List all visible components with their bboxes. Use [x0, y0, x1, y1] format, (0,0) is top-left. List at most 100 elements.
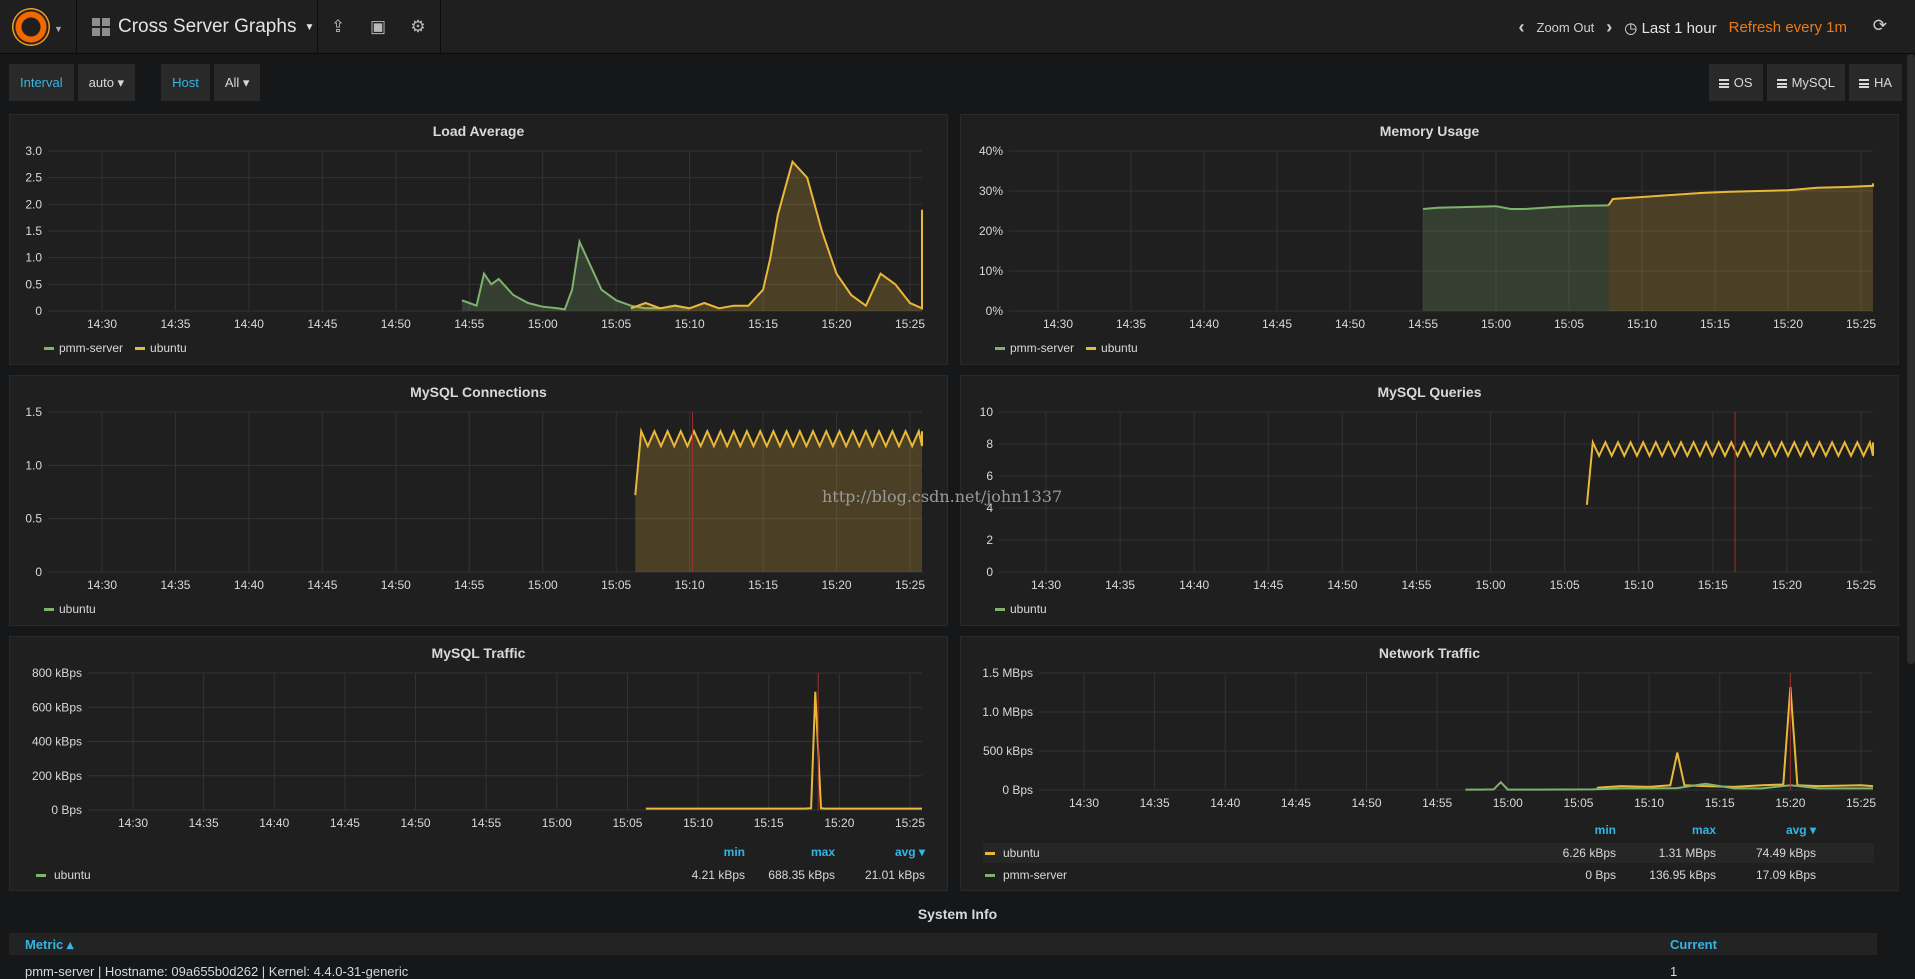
settings-gear-icon[interactable]: ⚙: [410, 17, 426, 36]
legend-row[interactable]: ubuntu 4.21 kBps 688.35 kBps 21.01 kBps: [10, 865, 949, 885]
x-tick-label: 15:10: [683, 816, 713, 830]
value-avg: 74.49 kBps: [1755, 846, 1816, 860]
x-tick-label: 14:30: [1031, 578, 1061, 592]
divider: [317, 0, 318, 54]
legend-item-pmm-server[interactable]: pmm-server: [44, 341, 123, 355]
variable-label-host: Host: [161, 64, 210, 101]
refresh-icon[interactable]: ⟳: [1872, 16, 1887, 35]
grafana-logo-icon[interactable]: [12, 8, 50, 46]
system-info-table-header: Metric ▴ Current: [9, 933, 1877, 955]
x-tick-label: 14:50: [381, 317, 411, 331]
x-tick-label: 15:10: [1624, 578, 1654, 592]
panel-title: Network Traffic: [1378, 645, 1481, 661]
x-tick-label: 15:15: [754, 816, 784, 830]
series-line-pmm-server: [461, 238, 690, 311]
col-min[interactable]: min: [723, 845, 745, 859]
top-navbar: ▼ Cross Server Graphs ▼ ⇪ ▣ ⚙ ‹ Zoom Out…: [0, 0, 1915, 54]
x-tick-label: 14:45: [1253, 578, 1283, 592]
series-area-pmm-server: [461, 241, 690, 311]
x-tick-label: 14:55: [1422, 796, 1452, 810]
clock-icon: ◷: [1624, 19, 1638, 37]
x-tick-label: 15:15: [748, 578, 778, 592]
col-avg[interactable]: avg ▾: [894, 845, 925, 859]
mysql-connections-chart: 0 0.5 1.0 1.5 14:30 14:35 14:40 14:45 14:50 14:55…: [25, 405, 925, 592]
col-max[interactable]: max: [1691, 823, 1716, 837]
legend-item-ubuntu[interactable]: ubuntu: [995, 602, 1047, 616]
column-metric[interactable]: Metric ▴: [25, 937, 74, 952]
chevron-down-icon[interactable]: ▼: [54, 24, 63, 34]
row-metric: pmm-server | Hostname: 09a655b0d262 | Ke…: [25, 964, 409, 979]
col-min[interactable]: min: [1594, 823, 1616, 837]
x-tick-label: 15:10: [675, 317, 705, 331]
time-range-label: Last 1 hour: [1641, 19, 1717, 37]
x-tick-label: 15:20: [1775, 796, 1805, 810]
x-tick-label: 15:15: [748, 317, 778, 331]
legend-item-pmm-server[interactable]: pmm-server: [995, 341, 1074, 355]
x-tick-label: 14:45: [1281, 796, 1311, 810]
legend-item-ubuntu[interactable]: ubuntu: [1086, 341, 1138, 355]
panel-title: MySQL Traffic: [431, 645, 526, 661]
x-tick-label: 14:55: [1401, 578, 1431, 592]
dash-link-mysql[interactable]: MySQL: [1766, 64, 1845, 101]
x-tick-label: 14:50: [1335, 317, 1365, 331]
x-tick-label: 14:30: [87, 578, 117, 592]
y-tick-label: 0: [35, 565, 42, 579]
panel-mysql-traffic[interactable]: MySQL Traffic 0 Bps 200 kBps 400 kBps 600 k…: [9, 636, 948, 891]
x-tick-label: 14:50: [401, 816, 431, 830]
network-traffic-chart: 0 Bps 500 kBps 1.0 MBps 1.5 MBps 14:30 14:35 1…: [982, 666, 1876, 810]
column-current[interactable]: Current: [1670, 937, 1717, 952]
time-range-button[interactable]: ◷ Last 1 hour: [1624, 19, 1716, 37]
variable-select-interval[interactable]: auto ▾: [77, 64, 136, 101]
save-icon[interactable]: ▣: [369, 17, 387, 36]
value-min: 6.26 kBps: [1562, 846, 1616, 860]
y-tick-label: 8: [986, 437, 993, 451]
panel-mysql-connections[interactable]: MySQL Connections 0 0.5 1.0 1.5 14:30 14:35 14…: [9, 375, 948, 626]
x-tick-label: 15:00: [1493, 796, 1523, 810]
y-tick-label: 0%: [986, 304, 1004, 318]
value-max: 688.35 kBps: [768, 868, 835, 882]
x-tick-label: 15:15: [1698, 578, 1728, 592]
series-area-ubuntu: [1608, 183, 1873, 311]
x-tick-label: 14:40: [259, 816, 289, 830]
y-tick-label: 30%: [979, 184, 1003, 198]
refresh-interval-label[interactable]: Refresh every 1m: [1728, 19, 1847, 36]
panel-network-traffic[interactable]: Network Traffic 0 Bps 500 kBps 1.0 MBps 1.5…: [960, 636, 1899, 891]
table-row: pmm-server | Hostname: 09a655b0d262 | Ke…: [9, 958, 1877, 979]
dashboard-title: Cross Server Graphs: [118, 16, 297, 37]
y-tick-label: 0 Bps: [1002, 783, 1033, 797]
x-tick-label: 14:45: [307, 317, 337, 331]
series-line-pmm-server: [1465, 780, 1873, 791]
chevron-right-icon[interactable]: ›: [1606, 17, 1613, 37]
dashboard-title-dropdown[interactable]: Cross Server Graphs ▼: [92, 15, 314, 39]
share-icon[interactable]: ⇪: [330, 17, 346, 36]
value-max: 136.95 kBps: [1649, 868, 1716, 882]
variable-select-host[interactable]: All ▾: [213, 64, 261, 101]
panel-mysql-queries[interactable]: MySQL Queries 0 2 4 6 8 10 14:30 14:35 14:40 14:4…: [960, 375, 1899, 626]
chevron-left-icon[interactable]: ‹: [1518, 17, 1525, 37]
col-max[interactable]: max: [810, 845, 835, 859]
legend-row[interactable]: ubuntu 6.26 kBps 1.31 MBps 74.49 kBps: [983, 843, 1874, 863]
zoom-out-button[interactable]: Zoom Out: [1536, 20, 1595, 35]
legend-item-ubuntu[interactable]: ubuntu: [135, 341, 187, 355]
y-tick-label: 2.0: [25, 197, 42, 211]
legend-item-ubuntu[interactable]: ubuntu: [44, 602, 96, 616]
panel-load-average[interactable]: Load Average 0 0.5 1.0 1.5 2.0 2.5 3.0 14:30 14:…: [9, 114, 948, 365]
x-tick-label: 14:30: [118, 816, 148, 830]
dash-link-ha[interactable]: HA: [1848, 64, 1902, 101]
dash-link-os[interactable]: OS: [1708, 64, 1763, 101]
x-tick-label: 14:30: [1069, 796, 1099, 810]
x-tick-label: 14:40: [1210, 796, 1240, 810]
y-tick-label: 400 kBps: [32, 735, 82, 749]
y-tick-label: 1.0 MBps: [982, 705, 1033, 719]
panel-title: Memory Usage: [1379, 123, 1480, 139]
col-avg[interactable]: avg ▾: [1785, 823, 1816, 837]
vertical-scrollbar[interactable]: [1907, 54, 1915, 664]
legend-row[interactable]: pmm-server 0 Bps 136.95 kBps 17.09 kBps: [983, 865, 1874, 885]
value-avg: 17.09 kBps: [1755, 868, 1816, 882]
legend-item-ubuntu: ubuntu: [36, 868, 91, 882]
legend-table: min max avg ▾ ubuntu 6.26 kBps 1.31 MBps…: [961, 823, 1900, 889]
chevron-down-icon: ▼: [304, 21, 315, 33]
x-tick-label: 14:55: [454, 578, 484, 592]
panel-memory-usage[interactable]: Memory Usage 0% 10% 20% 30% 40% 14:30 14:35 14:…: [960, 114, 1899, 365]
x-tick-label: 14:35: [1116, 317, 1146, 331]
